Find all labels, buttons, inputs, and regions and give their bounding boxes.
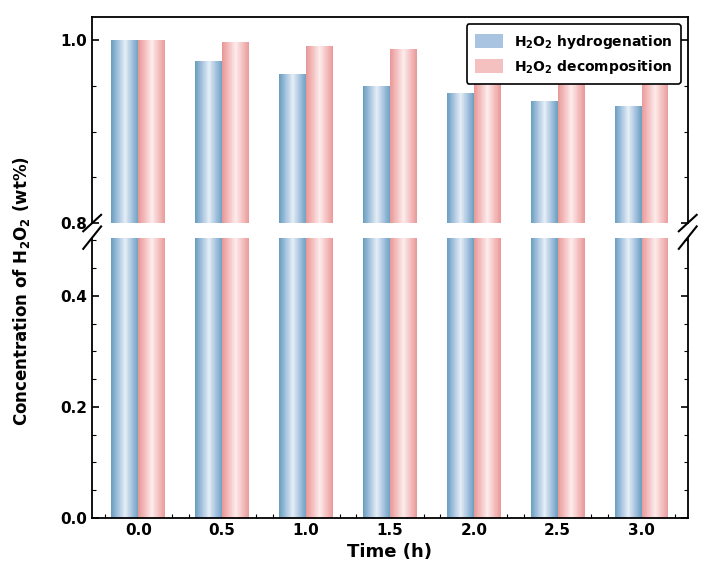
Legend: H$_2$O$_2$ hydrogenation, H$_2$O$_2$ decomposition: H$_2$O$_2$ hydrogenation, H$_2$O$_2$ dec… xyxy=(467,24,681,84)
Text: Concentration of H$_2$O$_2$ (wt%): Concentration of H$_2$O$_2$ (wt%) xyxy=(11,156,32,426)
X-axis label: Time (h): Time (h) xyxy=(347,544,432,562)
